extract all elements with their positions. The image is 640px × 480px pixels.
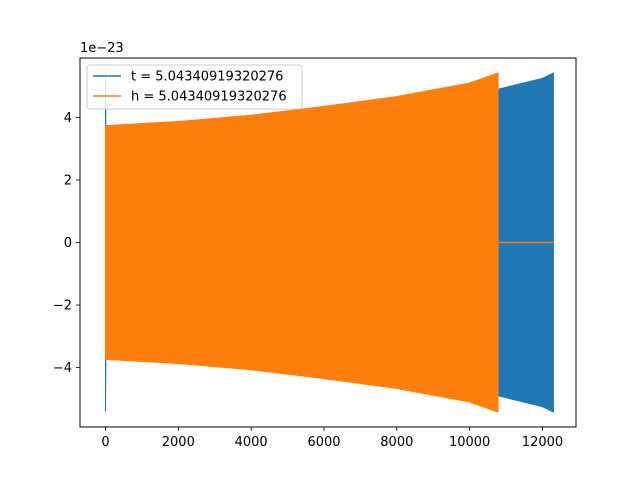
legend-label-t: t = 5.04340919320276 [131, 70, 283, 85]
y-axis: −4 −2 0 2 4 [53, 111, 80, 376]
plot-area [104, 72, 554, 413]
x-tick-label: 4000 [235, 435, 268, 450]
x-tick-label: 8000 [380, 435, 413, 450]
x-tick-label: 0 [101, 435, 109, 450]
x-axis: 0 2000 4000 6000 8000 10000 12000 [101, 427, 563, 450]
y-tick-label: 0 [64, 236, 72, 251]
x-tick-label: 2000 [162, 435, 195, 450]
y-tick-label: 4 [64, 111, 72, 126]
y-tick-label: 2 [64, 173, 72, 188]
x-tick-label: 12000 [522, 435, 563, 450]
x-tick-label: 10000 [449, 435, 490, 450]
legend-label-h: h = 5.04340919320276 [131, 90, 287, 105]
x-tick-label: 6000 [307, 435, 340, 450]
series-band-h [104, 72, 499, 413]
legend: t = 5.04340919320276 h = 5.0434091932027… [86, 64, 303, 110]
y-tick-label: −4 [53, 361, 72, 376]
legend-box [86, 64, 303, 110]
y-offset-label: 1e−23 [80, 41, 124, 56]
y-tick-label: −2 [53, 299, 72, 314]
